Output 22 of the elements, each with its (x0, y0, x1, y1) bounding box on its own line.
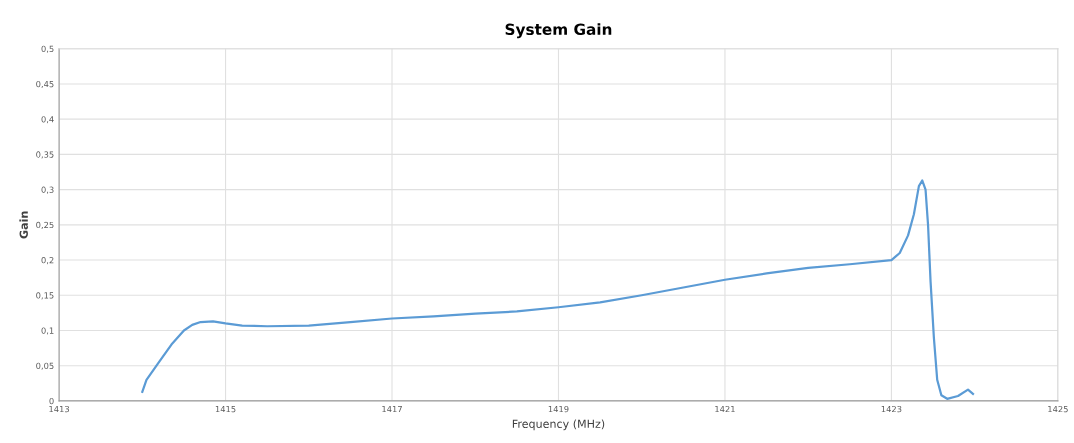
x-axis-title: Frequency (MHz) (512, 419, 605, 431)
x-tick-label: 1423 (881, 405, 902, 413)
y-tick-label: 0,2 (41, 257, 54, 265)
y-tick-label: 0,4 (41, 116, 54, 124)
x-tick-label: 1417 (382, 406, 402, 413)
y-tick-label: 0,45 (36, 80, 54, 89)
x-tick-label: 1413 (49, 405, 70, 413)
y-tick-label: 0 (49, 397, 54, 405)
y-tick-label: 0,5 (41, 45, 54, 53)
y-axis-title: Gain (19, 211, 28, 239)
y-tick-label: 0,05 (36, 362, 54, 370)
y-tick-label: 0,3 (41, 186, 54, 194)
chart-title: System Gain (505, 23, 612, 39)
y-tick-label: 0,15 (36, 292, 54, 300)
x-tick-label: 1419 (548, 405, 569, 413)
y-tick-label: 0,35 (36, 151, 54, 159)
y-tick-label: 0,1 (41, 327, 54, 335)
x-tick-label: 1425 (1048, 405, 1068, 413)
x-tick-label: 1421 (715, 405, 735, 413)
line-series (141, 179, 975, 400)
y-tick-label: 0,25 (36, 221, 54, 229)
x-tick-label: 1415 (215, 406, 236, 413)
